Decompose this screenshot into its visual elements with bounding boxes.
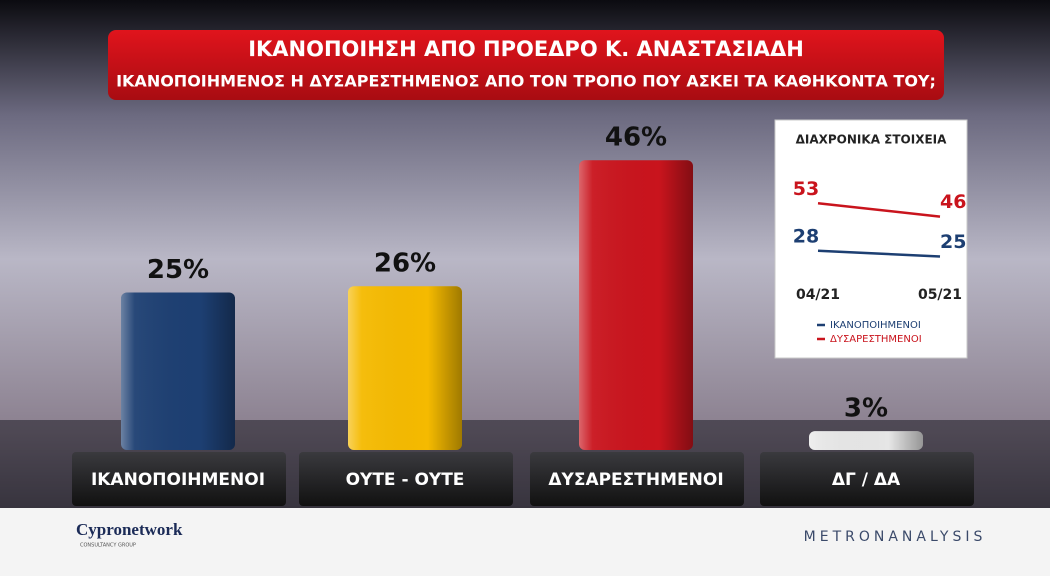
bar-chart: 25% ΙΚΑΝΟΠΟΙΗΜΕΝΟΙ 26% ΟΥΤΕ - ΟΥΤΕ 46% ΔΥΣΑΡΕ…: [72, 123, 974, 506]
category-box: [299, 452, 513, 506]
data-label: 25: [940, 231, 966, 253]
category-label: ΔΥΣΑΡΕΣΤΗΜΕΝΟΙ: [548, 470, 723, 490]
chart-subtitle: ΙΚΑΝΟΠΟΙΗΜΕΝΟΣ Η ΔΥΣΑΡΕΣΤΗΜΕΝΟΣ ΑΠΟ ΤΟΝ …: [116, 72, 936, 91]
bar-shine: [809, 431, 923, 450]
value-label: 3%: [844, 394, 888, 424]
value-label: 26%: [374, 249, 436, 279]
x-tick-label: 04/21: [796, 287, 840, 303]
line-chart: 04/21 05/21 28 25 ΙΚΑΝΟΠΟΙΗΜΕΝΟΙ 53 46 ΔΥΣΑΡΕΣΤ…: [793, 178, 967, 345]
category-label: ΙΚΑΝΟΠΟΙΗΜΕΝΟΙ: [91, 470, 265, 490]
line: [817, 249, 941, 258]
legend-label: ΙΚΑΝΟΠΟΙΗΜΕΝΟΙ: [830, 320, 921, 331]
category-box: [760, 452, 974, 506]
category-label: ΔΓ / ΔΑ: [832, 470, 901, 490]
bar-shine: [348, 286, 462, 450]
legend-label: ΔΥΣΑΡΕΣΤΗΜΕΝΟΙ: [830, 334, 922, 345]
title-box: [108, 30, 944, 100]
data-label: 46: [940, 191, 966, 213]
data-label: 53: [793, 178, 819, 200]
value-label: 25%: [147, 255, 209, 285]
category-label: ΟΥΤΕ - ΟΥΤΕ: [346, 470, 465, 490]
data-label: 28: [793, 225, 819, 247]
category-box: [530, 452, 744, 506]
category-box: [72, 452, 286, 506]
x-tick-label: 05/21: [918, 287, 962, 303]
chart-title: ΙΚΑΝΟΠΟΙΗΣΗ ΑΠΟ ΠΡΟΕΔΡΟ Κ. ΑΝΑΣΤΑΣΙΑΔΗ: [248, 37, 804, 61]
logo-left-sub: CONSULTANCY GROUP: [80, 543, 136, 549]
logo-left: Cypronetwork: [76, 520, 183, 539]
inset-title: ΔΙΑΧΡΟΝΙΚΑ ΣΤΟΙΧΕΙΑ: [796, 133, 948, 147]
footer: [0, 508, 1050, 576]
logo-right: METRONANALYSIS: [804, 529, 987, 545]
bar-shine: [579, 160, 693, 450]
bar-shine: [121, 292, 235, 450]
value-label: 46%: [605, 123, 667, 153]
line: [817, 202, 941, 218]
inset-panel: [774, 119, 968, 359]
